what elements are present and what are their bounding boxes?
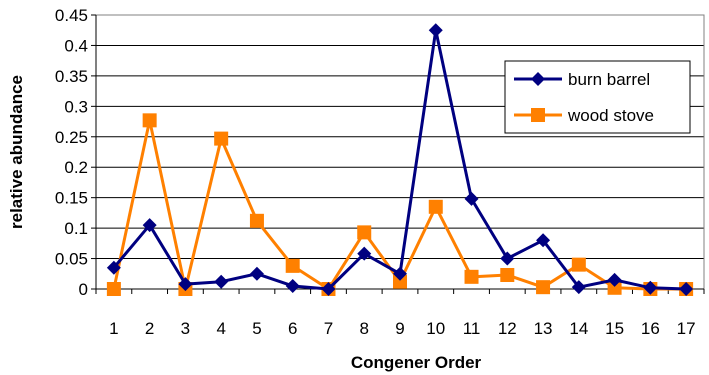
data-point — [249, 266, 264, 281]
data-point — [106, 282, 121, 296]
x-tick-label: 17 — [677, 319, 696, 338]
legend-item: burn barrel — [514, 70, 650, 89]
x-tick-label: 3 — [181, 319, 190, 338]
data-point — [321, 282, 336, 296]
x-tick-label: 16 — [641, 319, 660, 338]
y-tick-label: 0.4 — [64, 36, 88, 55]
data-point — [357, 246, 372, 261]
y-tick-label: 0.15 — [55, 189, 88, 208]
x-tick-label: 13 — [534, 319, 553, 338]
x-tick-label: 8 — [360, 319, 369, 338]
x-tick-label: 7 — [324, 319, 333, 338]
x-tick-label: 4 — [216, 319, 225, 338]
y-tick-label: 0.2 — [64, 158, 88, 177]
data-point — [536, 280, 551, 295]
data-point — [607, 280, 622, 295]
data-point — [428, 199, 443, 214]
y-tick-label: 0.05 — [55, 250, 88, 269]
data-point — [214, 131, 229, 146]
x-tick-label: 5 — [252, 319, 261, 338]
x-tick-label: 12 — [498, 319, 517, 338]
data-point — [464, 269, 479, 284]
data-point — [214, 274, 229, 289]
series-burn-barrel — [106, 23, 694, 296]
data-point — [393, 274, 407, 289]
x-tick-label: 9 — [395, 319, 404, 338]
legend-marker — [531, 72, 545, 86]
data-point — [464, 191, 479, 206]
y-tick-label: 0 — [79, 280, 88, 299]
data-point — [428, 23, 443, 38]
data-point — [106, 260, 121, 275]
x-tick-label: 14 — [569, 319, 588, 338]
data-point — [285, 278, 300, 293]
y-axis-title: relative abundance — [7, 75, 26, 229]
legend-marker — [531, 108, 545, 122]
data-point — [142, 218, 157, 233]
y-tick-label: 0.25 — [55, 128, 88, 147]
data-point — [393, 266, 407, 281]
y-tick-labels: 0 0.05 0.1 0.15 0.2 0.25 0.3 0.35 0.4 0.45 — [55, 6, 88, 299]
data-point — [357, 225, 372, 240]
legend-label: burn barrel — [568, 70, 650, 89]
data-point — [607, 272, 622, 287]
x-tick-label: 2 — [145, 319, 154, 338]
gridlines — [96, 14, 704, 260]
x-tick-label: 15 — [605, 319, 624, 338]
y-tick-label: 0.1 — [64, 219, 88, 238]
data-point — [285, 258, 300, 273]
x-tick-labels: 1 2 3 4 5 6 7 8 9 10 11 12 13 14 15 16 17 — [109, 319, 695, 338]
x-tick-label: 10 — [426, 319, 445, 338]
data-point — [142, 113, 157, 128]
series-layer — [106, 23, 694, 296]
data-point — [178, 277, 193, 292]
data-point — [500, 251, 515, 266]
x-tick-label: 1 — [109, 319, 118, 338]
y-tick-label: 0.35 — [55, 67, 88, 86]
data-point — [536, 233, 551, 248]
data-point — [571, 280, 586, 295]
y-tick-label: 0.3 — [64, 97, 88, 116]
data-point — [249, 213, 264, 228]
legend-label: wood stove — [567, 106, 654, 125]
plot-area-frame — [95, 14, 705, 290]
data-point — [643, 280, 658, 295]
x-tick-label: 11 — [463, 319, 481, 338]
x-axis-title: Congener Order — [351, 353, 482, 372]
legend: burn barrel wood stove — [504, 60, 691, 134]
data-point — [571, 257, 586, 272]
data-point — [679, 282, 694, 296]
legend-item: wood stove — [514, 106, 654, 125]
x-tick-label: 6 — [288, 319, 297, 338]
y-tick-label: 0.45 — [55, 6, 88, 25]
axes — [91, 14, 705, 294]
data-point — [500, 267, 515, 282]
